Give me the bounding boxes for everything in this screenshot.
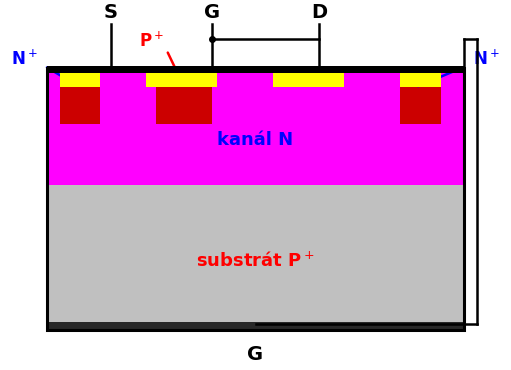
Bar	[60, 73, 101, 87]
Bar	[273, 73, 344, 87]
Bar	[47, 185, 464, 330]
Text: kanál N: kanál N	[218, 131, 293, 149]
Bar	[47, 66, 464, 73]
Bar	[400, 73, 441, 87]
Text: G: G	[204, 3, 220, 22]
Text: D: D	[311, 3, 327, 22]
Text: G: G	[247, 345, 264, 364]
Bar	[47, 68, 464, 330]
Bar	[60, 87, 101, 124]
Bar	[146, 73, 217, 87]
Bar	[400, 87, 441, 124]
Text: N$^+$: N$^+$	[473, 49, 500, 68]
Bar	[47, 68, 464, 185]
Text: P$^+$: P$^+$	[139, 31, 164, 51]
Bar	[47, 322, 464, 330]
Text: S: S	[104, 3, 118, 22]
Text: substrát P$^+$: substrát P$^+$	[196, 251, 315, 270]
Bar	[156, 87, 212, 124]
Text: N$^+$: N$^+$	[11, 49, 38, 68]
